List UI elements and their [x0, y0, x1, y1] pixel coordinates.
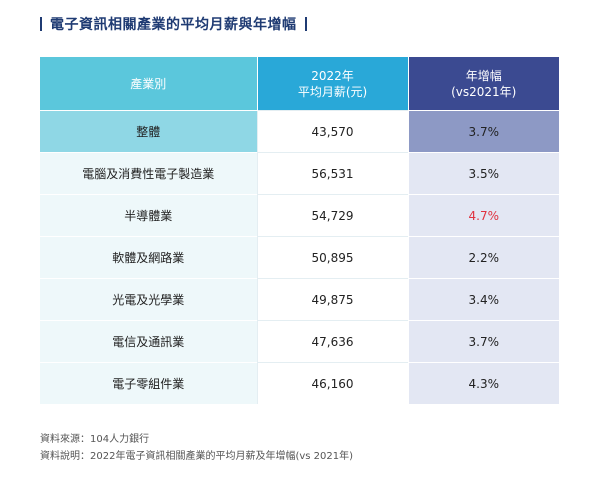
- row-salary: 50,895: [256, 236, 409, 279]
- row-growth: 2.2%: [408, 236, 559, 279]
- header-salary-line2: 平均月薪(元): [297, 84, 368, 99]
- row-salary: 49,875: [256, 278, 409, 321]
- table-row: 電子零組件業 46,160 4.3%: [40, 362, 559, 404]
- row-category: 軟體及網路業: [40, 236, 257, 279]
- table-row: 電腦及消費性電子製造業 56,531 3.5%: [40, 152, 559, 195]
- header-category-label: 產業別: [130, 76, 167, 91]
- header-growth-line1: 年增幅: [465, 68, 502, 83]
- table-row: 電信及通訊業 47,636 3.7%: [40, 320, 559, 363]
- header-salary: 2022年 平均月薪(元): [256, 57, 408, 111]
- row-category: 光電及光學業: [40, 278, 257, 321]
- row-salary: 43,570: [256, 110, 409, 153]
- table-row: 整體 43,570 3.7%: [40, 110, 559, 153]
- row-category: 整體: [40, 110, 257, 153]
- explanation-note: 資料說明：2022年電子資訊相關產業的平均月薪及年增幅(vs 2021年): [40, 451, 354, 462]
- title-left-bar: [40, 17, 42, 31]
- table-row: 半導體業 54,729 4.7%: [40, 194, 559, 237]
- table-header-row: 產業別 2022年 平均月薪(元) 年增幅 (vs2021年): [40, 57, 559, 111]
- table-row: 光電及光學業 49,875 3.4%: [40, 278, 559, 321]
- row-category: 半導體業: [40, 194, 257, 237]
- row-category: 電子零組件業: [40, 362, 257, 404]
- row-growth: 4.3%: [408, 362, 559, 404]
- header-category: 產業別: [40, 57, 257, 111]
- row-growth: 3.7%: [408, 110, 559, 153]
- salary-table: 產業別 2022年 平均月薪(元) 年增幅 (vs2021年) 整體 43,57…: [40, 57, 559, 404]
- header-salary-line1: 2022年: [311, 68, 354, 83]
- row-growth: 3.4%: [408, 278, 559, 321]
- row-growth: 3.7%: [408, 320, 559, 363]
- row-salary: 46,160: [256, 362, 409, 404]
- footnotes: 資料來源：104人力銀行 資料說明：2022年電子資訊相關產業的平均月薪及年增幅…: [40, 431, 353, 465]
- page-title-bar: 電子資訊相關產業的平均月薪與年增幅: [40, 13, 307, 35]
- row-salary: 56,531: [256, 152, 409, 195]
- row-category: 電腦及消費性電子製造業: [40, 152, 257, 195]
- row-salary: 47,636: [256, 320, 409, 363]
- page-title: 電子資訊相關產業的平均月薪與年增幅: [50, 17, 297, 33]
- table-row: 軟體及網路業 50,895 2.2%: [40, 236, 559, 279]
- row-growth-highlight: 4.7%: [408, 194, 559, 237]
- source-note: 資料來源：104人力銀行: [40, 434, 150, 445]
- row-growth: 3.5%: [408, 152, 559, 195]
- header-growth-line2: (vs2021年): [451, 84, 517, 99]
- row-salary: 54,729: [256, 194, 409, 237]
- header-growth: 年增幅 (vs2021年): [407, 57, 559, 111]
- title-right-bar: [304, 17, 307, 31]
- row-category: 電信及通訊業: [40, 320, 257, 363]
